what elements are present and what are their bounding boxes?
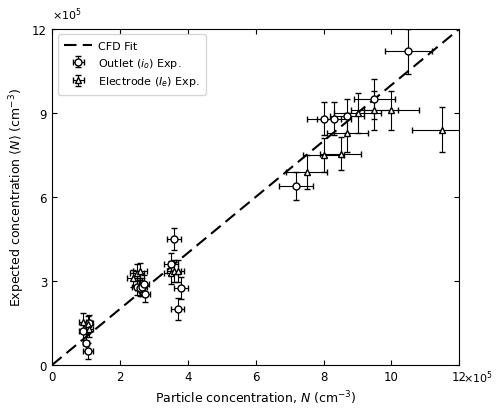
X-axis label: Particle concentration, $N$ (cm$^{-3}$): Particle concentration, $N$ (cm$^{-3}$)	[155, 389, 356, 406]
Text: $\times 10^5$: $\times 10^5$	[52, 7, 82, 23]
Text: $\times 10^5$: $\times 10^5$	[464, 368, 494, 385]
Y-axis label: Expected concentration $\langle N \rangle$ (cm$^{-3}$): Expected concentration $\langle N \rangl…	[7, 88, 26, 307]
Legend: CFD Fit, Outlet ($i_o$) Exp., Electrode ($I_e$) Exp.: CFD Fit, Outlet ($i_o$) Exp., Electrode …	[58, 36, 206, 95]
